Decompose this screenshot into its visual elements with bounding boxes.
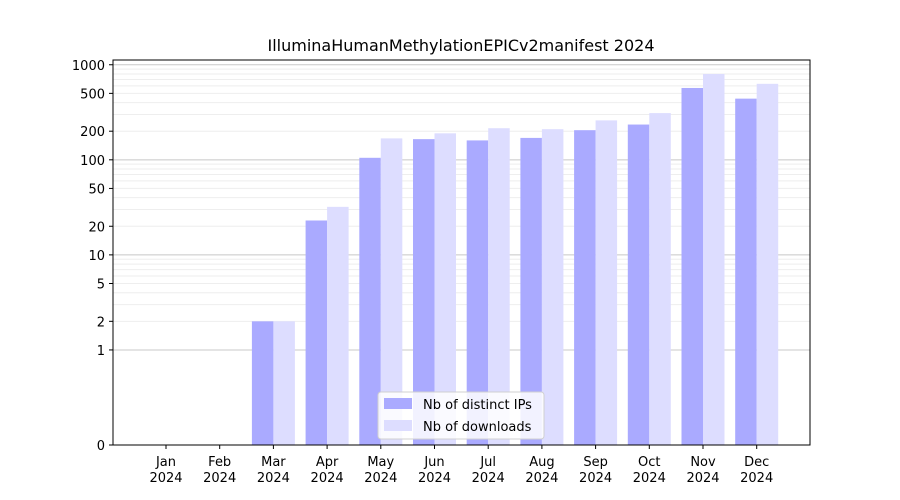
bar-distinct-ips bbox=[466, 140, 489, 445]
x-tick-label-month: Nov bbox=[690, 455, 716, 470]
bar-distinct-ips bbox=[520, 137, 542, 445]
bar-downloads bbox=[703, 73, 725, 446]
chart-title: IlluminaHumanMethylationEPICv2manifest 2… bbox=[267, 36, 654, 55]
y-tick-label: 1000 bbox=[72, 59, 105, 74]
x-tick-label-year: 2024 bbox=[686, 471, 719, 486]
legend-swatch bbox=[384, 420, 412, 431]
bar-downloads bbox=[649, 113, 671, 445]
x-tick-label-month: Jul bbox=[479, 455, 496, 470]
bar-downloads bbox=[434, 133, 456, 445]
x-tick-label-month: Oct bbox=[638, 455, 660, 470]
bar-distinct-ips bbox=[359, 157, 381, 445]
x-tick-label-month: Dec bbox=[744, 455, 769, 470]
bar-distinct-ips bbox=[627, 124, 650, 445]
plot-area-frame bbox=[112, 59, 811, 446]
x-tick-label-year: 2024 bbox=[203, 471, 236, 486]
bar-downloads bbox=[380, 138, 403, 445]
x-tick-label-year: 2024 bbox=[149, 471, 182, 486]
x-tick-label-year: 2024 bbox=[364, 471, 397, 486]
y-tick-label: 200 bbox=[80, 125, 105, 140]
y-tick-label: 500 bbox=[80, 87, 105, 102]
x-tick-label-year: 2024 bbox=[418, 471, 451, 486]
bar-downloads bbox=[541, 129, 564, 446]
bars bbox=[251, 73, 779, 446]
x-tick-label-month: Sep bbox=[583, 455, 608, 470]
legend-label: Nb of downloads bbox=[423, 420, 532, 435]
x-tick-label-month: Jan bbox=[155, 455, 176, 470]
y-tick-label: 50 bbox=[88, 182, 105, 197]
y-tick-label: 100 bbox=[80, 154, 105, 169]
legend: Nb of distinct IPs Nb of downloads bbox=[377, 391, 545, 440]
x-axis: Jan2024Feb2024Mar2024Apr2024May2024Jun20… bbox=[149, 445, 773, 486]
bar-distinct-ips bbox=[735, 98, 757, 445]
x-tick-label-year: 2024 bbox=[311, 471, 344, 486]
x-tick-label-month: May bbox=[367, 455, 394, 470]
bar-distinct-ips bbox=[413, 139, 435, 445]
y-tick-label: 2 bbox=[97, 315, 105, 330]
bar-downloads bbox=[327, 206, 349, 445]
y-tick-label: 20 bbox=[88, 220, 105, 235]
y-tick-label: 0 bbox=[97, 439, 105, 454]
x-tick-label-month: Feb bbox=[208, 455, 231, 470]
bar-distinct-ips bbox=[574, 130, 596, 445]
x-tick-label-year: 2024 bbox=[525, 471, 558, 486]
bar-downloads bbox=[273, 321, 295, 445]
bar-distinct-ips bbox=[305, 220, 328, 445]
y-axis: 0 1 2 5 10 20 50 100 200 500 1000 bbox=[72, 59, 113, 454]
bar-downloads bbox=[488, 128, 510, 445]
legend-swatch bbox=[384, 398, 412, 409]
bar-downloads bbox=[595, 120, 618, 445]
y-tick-label: 10 bbox=[88, 249, 105, 264]
bar-distinct-ips bbox=[681, 87, 703, 445]
x-tick-label-month: Mar bbox=[261, 455, 286, 470]
y-tick-label: 1 bbox=[97, 344, 105, 359]
bar-downloads bbox=[756, 83, 779, 445]
x-tick-label-month: Apr bbox=[316, 455, 339, 470]
x-tick-label-month: Jun bbox=[423, 455, 444, 470]
x-tick-label-year: 2024 bbox=[579, 471, 612, 486]
bar-distinct-ips bbox=[251, 321, 274, 445]
legend-label: Nb of distinct IPs bbox=[423, 398, 532, 413]
legend-box bbox=[377, 391, 545, 440]
x-tick-label-year: 2024 bbox=[472, 471, 505, 486]
x-tick-label-year: 2024 bbox=[740, 471, 773, 486]
x-tick-label-year: 2024 bbox=[633, 471, 666, 486]
x-tick-label-month: Aug bbox=[529, 455, 554, 470]
x-tick-label-year: 2024 bbox=[257, 471, 290, 486]
y-tick-label: 5 bbox=[97, 277, 105, 292]
